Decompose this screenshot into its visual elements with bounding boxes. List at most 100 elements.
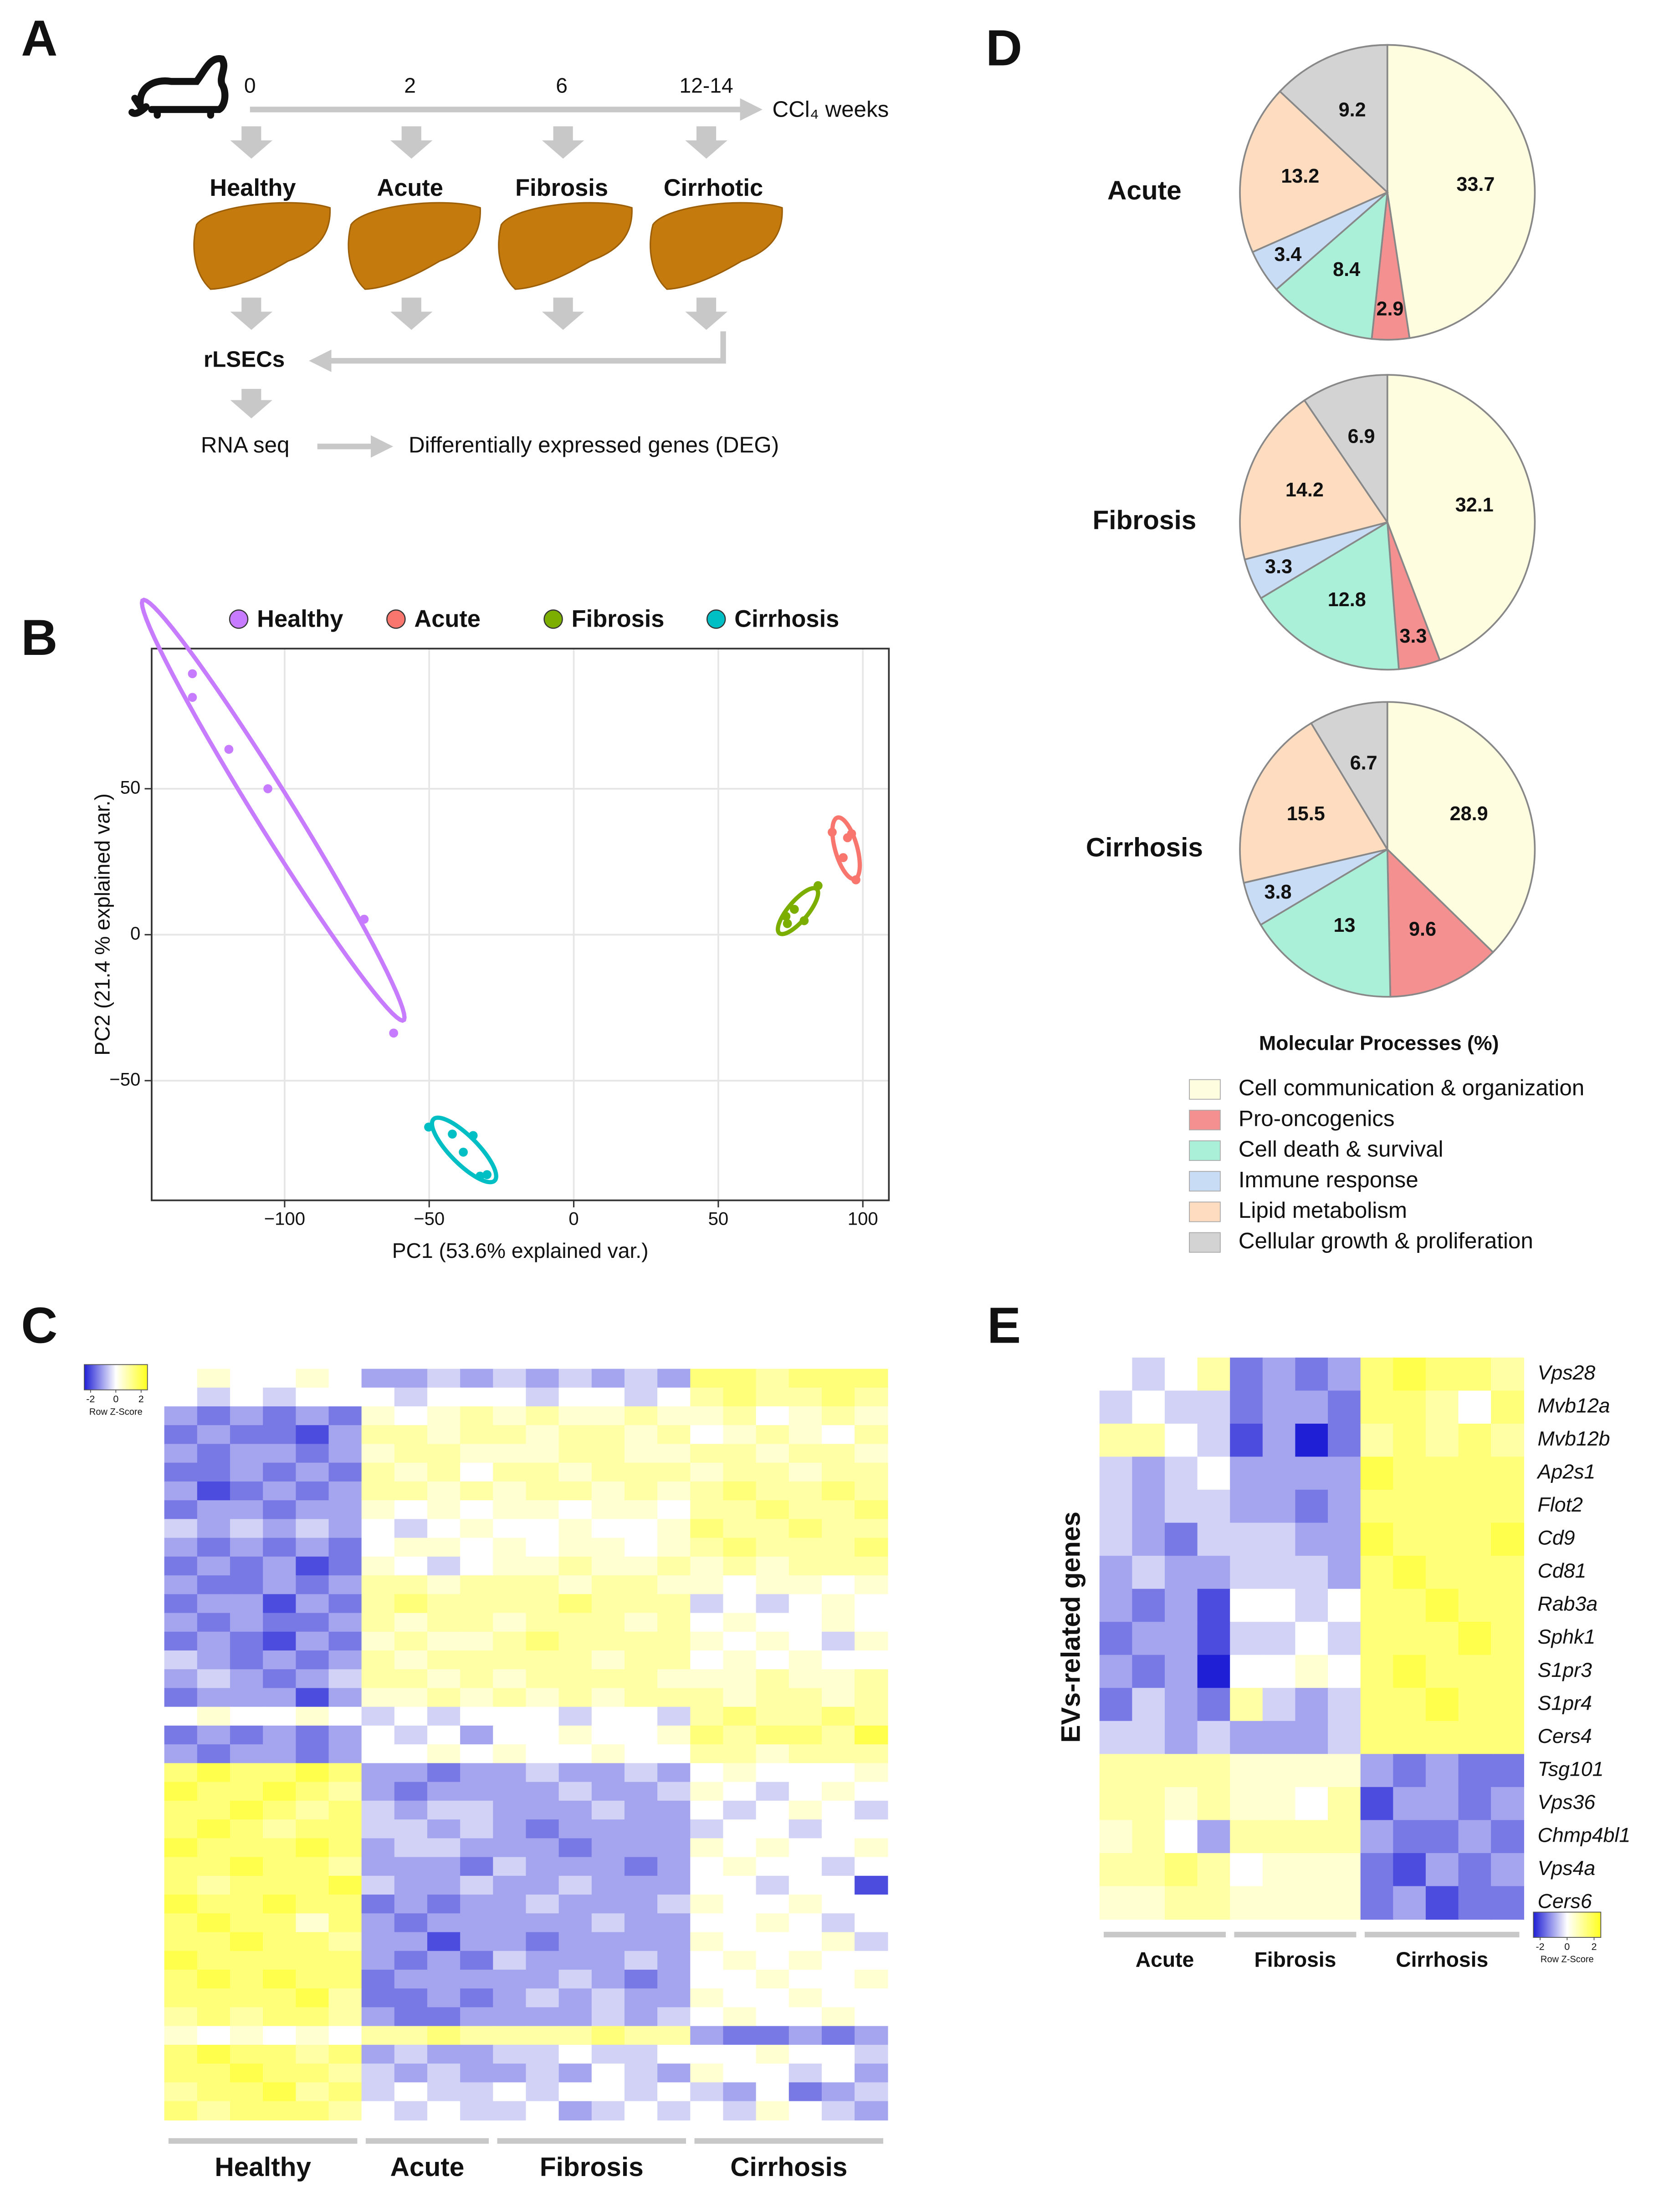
- heatmap-cell: [526, 1819, 559, 1839]
- heatmap-cell: [821, 2064, 855, 2083]
- heatmap-cell: [328, 1519, 362, 1538]
- heatmap-cell: [493, 1444, 527, 1463]
- heatmap-cell: [657, 1725, 691, 1745]
- heatmap-cell: [361, 1819, 395, 1839]
- point: [482, 1170, 492, 1180]
- heatmap-cell: [328, 1763, 362, 1783]
- heatmap-cell: [690, 2064, 724, 2083]
- heatmap-cell: [263, 1895, 297, 1914]
- heatmap-cell: [394, 2026, 428, 2046]
- heatmap-cell: [394, 2082, 428, 2102]
- heatmap-cell: [427, 2026, 461, 2046]
- heatmap-cell: [756, 1556, 790, 1576]
- heatmap-cell: [526, 1425, 559, 1445]
- heatmap-cell: [328, 1444, 362, 1463]
- panel-letter: B: [21, 609, 57, 666]
- heatmap-cell: [1132, 1490, 1166, 1523]
- pie-slice: [1239, 90, 1389, 253]
- heatmap-cell: [1295, 1556, 1329, 1589]
- heatmap-cell: [821, 1875, 855, 1895]
- heatmap-cell: [855, 1387, 888, 1407]
- heatmap-cell: [460, 1895, 494, 1914]
- heatmap-cell: [460, 1932, 494, 1951]
- heatmap-cell: [591, 1387, 625, 1407]
- heatmap-cell: [821, 1406, 855, 1426]
- heatmap-cell: [427, 1613, 461, 1633]
- heatmap-cell: [361, 1782, 395, 1802]
- heatmap-cell: [230, 1462, 264, 1482]
- heatmap-cell: [1099, 1490, 1133, 1523]
- heatmap-cell: [855, 1425, 888, 1445]
- heatmap-cell: [690, 1800, 724, 1820]
- heatmap-cell: [1230, 1622, 1264, 1655]
- heatmap-cell: [1328, 1754, 1361, 1788]
- heatmap-cell: [296, 1425, 329, 1445]
- heatmap-cell: [558, 1913, 593, 1933]
- heatmap-cell: [296, 1988, 329, 2008]
- heatmap-cell: [427, 1969, 461, 1989]
- heatmap-cell: [788, 1387, 823, 1407]
- legend-swatch: [543, 609, 563, 629]
- heatmap-cell: [1132, 1886, 1166, 1920]
- point: [448, 1129, 457, 1139]
- heatmap-cell: [855, 1688, 888, 1707]
- heatmap-cell: [1164, 1622, 1198, 1655]
- heatmap-cell: [756, 1706, 790, 1727]
- heatmap-cell: [788, 1613, 823, 1633]
- heatmap-cell: [1295, 1456, 1329, 1491]
- row-label: Sphk1: [1538, 1626, 1596, 1648]
- heatmap-cell: [328, 2044, 362, 2064]
- heatmap-cell: [1262, 1853, 1296, 1887]
- heatmap-cell: [526, 1782, 559, 1802]
- heatmap-cell: [1360, 1655, 1394, 1689]
- heatmap-cell: [690, 1575, 724, 1595]
- heatmap-cell: [394, 1387, 428, 1407]
- heatmap-cell: [263, 1650, 297, 1670]
- heatmap-cell: [263, 1500, 297, 1520]
- heatmap-cell: [164, 1744, 198, 1764]
- heatmap-cell: [558, 1951, 593, 1971]
- heatmap-cell: [493, 2044, 527, 2064]
- group-label: Cirrhosis: [730, 2152, 847, 2182]
- heatmap-cell: [690, 1369, 724, 1389]
- heatmap-cell: [460, 1650, 494, 1670]
- heatmap-cell: [657, 1406, 691, 1426]
- heatmap-cell: [526, 1763, 559, 1783]
- heatmap-cell: [1132, 1522, 1166, 1557]
- heatmap-cell: [1099, 1655, 1133, 1689]
- heatmap-cell: [1425, 1490, 1459, 1523]
- legend-label: Fibrosis: [572, 606, 665, 632]
- heatmap-cell: [394, 1462, 428, 1482]
- heatmap-cell: [526, 1481, 559, 1501]
- heatmap-chart: Acute Fibrosis Cirrhosis Vps28 Mvb12a Mvb12b A…: [1056, 1357, 1630, 1972]
- heatmap-cell: [296, 1800, 329, 1820]
- heatmap-cell: [1164, 1655, 1198, 1689]
- x-tick-label: 0: [568, 1209, 579, 1229]
- heatmap-cell: [526, 2082, 559, 2102]
- heatmap-cell: [756, 1895, 790, 1914]
- heatmap-cell: [164, 1895, 198, 1914]
- plot-border: [151, 648, 890, 1201]
- heatmap-cell: [263, 1669, 297, 1689]
- heatmap-cell: [493, 2082, 527, 2102]
- heatmap-cell: [723, 1875, 757, 1895]
- heatmap-cell: [756, 2082, 790, 2102]
- heatmap-cell: [164, 1575, 198, 1595]
- x-tick-label: 100: [848, 1209, 878, 1229]
- heatmap-cell: [624, 1500, 658, 1520]
- heatmap-cell: [197, 1838, 231, 1858]
- heatmap-cell: [690, 1838, 724, 1858]
- heatmap-cell: [394, 1706, 428, 1727]
- heatmap-cell: [164, 1763, 198, 1783]
- heatmap-cell: [460, 1519, 494, 1538]
- heatmap-cell: [1393, 1688, 1427, 1722]
- heatmap-cell: [230, 2007, 264, 2027]
- point: [468, 1131, 478, 1140]
- row-label: S1pr4: [1538, 1692, 1592, 1714]
- heatmap-cell: [328, 1556, 362, 1576]
- heatmap-cell: [493, 1369, 527, 1389]
- heatmap-cell: [624, 1444, 658, 1463]
- heatmap-cell: [460, 1913, 494, 1933]
- heatmap-cell: [624, 1556, 658, 1576]
